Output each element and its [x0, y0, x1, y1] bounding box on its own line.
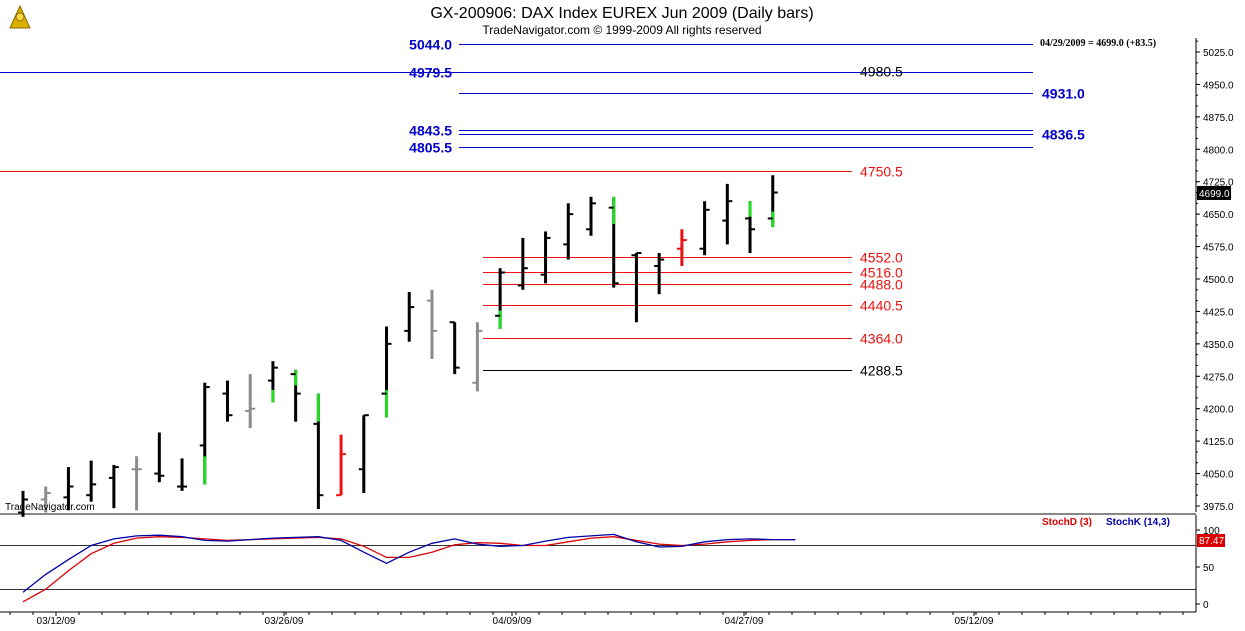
date-x-axis: 03/12/09 03/26/09 04/09/09 04/27/09 05/12/09 [9, 612, 1184, 627]
price-tick-label: 4800.0 [1203, 145, 1234, 156]
price-tick-label: 4650.0 [1203, 210, 1234, 221]
level-label: 4552.0 [860, 250, 903, 266]
level-label: 4488.0 [860, 277, 903, 293]
stoch-series-line [22, 536, 796, 603]
level-label: 4979.5 [409, 65, 452, 81]
info-readout: 04/29/2009 = 4699.0 (+83.5) [1040, 38, 1156, 49]
price-tick-label: 4275.0 [1203, 372, 1234, 383]
price-bars [18, 175, 778, 517]
level-label: 4805.5 [409, 140, 452, 156]
stoch-tick-label: 0 [1203, 600, 1209, 611]
last-price-label: 4699.0 [1199, 189, 1230, 200]
level-label: 5044.0 [409, 37, 452, 53]
stoch-reference-lines [0, 545, 1196, 590]
level-label: 4931.0 [1042, 86, 1085, 102]
date-tick-label: 04/27/09 [725, 616, 764, 627]
price-tick-label: 4500.0 [1203, 275, 1234, 286]
price-tick-label: 5025.0 [1203, 48, 1234, 59]
date-tick-label: 03/12/09 [37, 616, 76, 627]
legend-stochd: StochD (3) [1042, 517, 1092, 528]
chart-subtitle: TradeNavigator.com © 1999-2009 All right… [482, 23, 761, 37]
level-label: 4843.5 [409, 123, 452, 139]
level-label: 4516.0 [860, 265, 903, 281]
level-label: 4750.5 [860, 164, 903, 180]
price-tick-label: 4200.0 [1203, 405, 1234, 416]
stoch-tick-label: 50 [1203, 563, 1215, 574]
level-label: 4440.5 [860, 298, 903, 314]
logo-icon [6, 3, 34, 31]
price-tick-label: 4950.0 [1203, 80, 1234, 91]
stoch-lines [22, 533, 796, 603]
level-label: 4836.5 [1042, 127, 1085, 143]
stoch-last-marker: 87.47 [1197, 534, 1225, 547]
last-price-marker: 4699.0 [1197, 185, 1231, 200]
date-tick-label: 03/26/09 [265, 616, 304, 627]
price-tick-label: 4875.0 [1203, 113, 1234, 124]
price-tick-label: 3975.0 [1203, 502, 1234, 513]
price-tick-label: 4050.0 [1203, 470, 1234, 481]
price-tick-label: 4125.0 [1203, 437, 1234, 448]
price-tick-label: 4725.0 [1203, 178, 1234, 189]
stoch-series-line [22, 533, 796, 593]
level-label: 4288.5 [860, 363, 903, 379]
level-lines: 5044.0 4979.5 4980.5 4931.0 4843.5 4836.5 4805… [0, 37, 1085, 379]
stoch-y-axis: 100 50 0 [1196, 526, 1220, 611]
date-tick-label: 05/12/09 [955, 616, 994, 627]
stoch-tick-label: 100 [1203, 526, 1220, 537]
price-tick-label: 4575.0 [1203, 243, 1234, 254]
price-y-axis: 5025.0 4950.0 4875.0 4800.0 4725.0 4650.0 4575… [1196, 40, 1234, 513]
price-tick-label: 4425.0 [1203, 307, 1234, 318]
legend-stochk: StochK (14,3) [1106, 517, 1170, 528]
stoch-last-label: 87.47 [1199, 536, 1224, 547]
watermark: TradeNavigator.com [5, 502, 95, 513]
chart-title: GX-200906: DAX Index EUREX Jun 2009 (Dai… [430, 5, 813, 22]
price-tick-label: 4350.0 [1203, 340, 1234, 351]
level-label: 4364.0 [860, 331, 903, 347]
level-label: 4980.5 [860, 64, 903, 80]
date-tick-label: 04/09/09 [493, 616, 532, 627]
